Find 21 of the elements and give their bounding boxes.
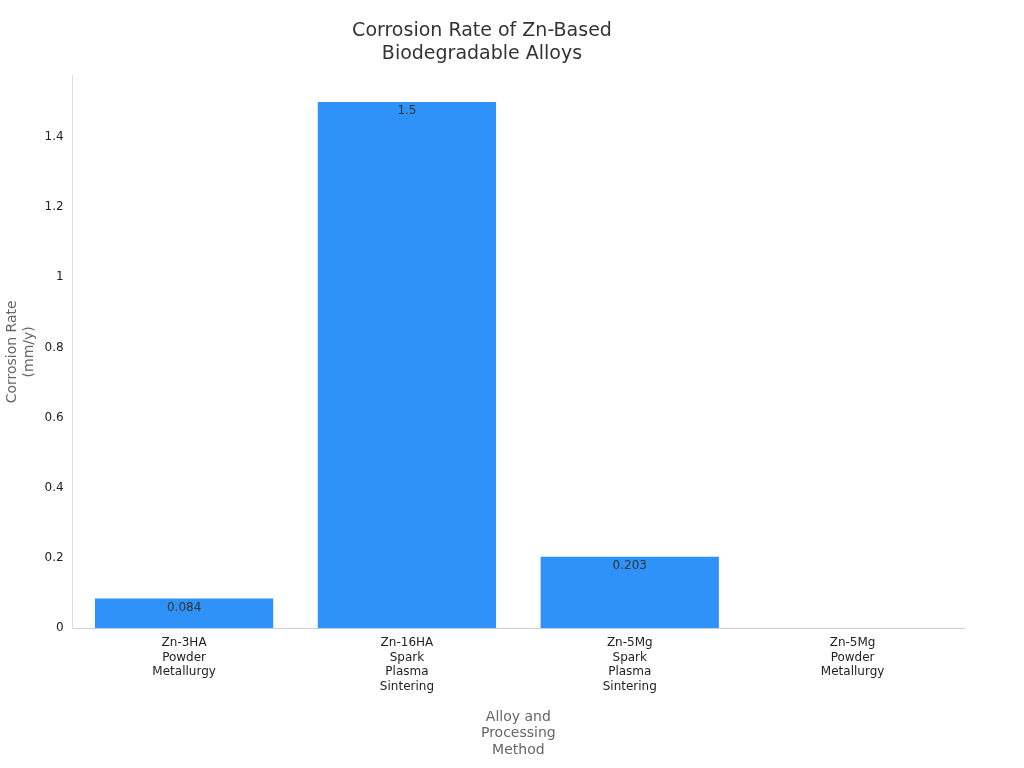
- y-axis-title: Corrosion Rate (mm/y): [3, 300, 36, 404]
- y-tick-label: 0.6: [44, 409, 64, 424]
- bar: [94, 598, 274, 628]
- y-tick-label: 0.4: [44, 479, 64, 494]
- x-tick-label: Zn-16HA Spark Plasma Sintering: [379, 635, 435, 693]
- y-tick-label: 0.8: [44, 339, 64, 354]
- data-label: 1.5: [397, 103, 417, 118]
- bar: [540, 556, 719, 628]
- chart-title: Corrosion Rate of Zn-Based Biodegradable Alloys: [352, 18, 612, 64]
- y-tick-label: 1.4: [44, 129, 64, 144]
- x-tick-label: Zn-5Mg Powder Metallurgy: [820, 635, 885, 679]
- y-tick-label: 0: [56, 620, 64, 635]
- x-axis-title: Alloy and Processing Method: [480, 707, 556, 758]
- x-tick-label: Zn-3HA Powder Metallurgy: [152, 635, 216, 679]
- x-tick-label: Zn-5Mg Spark Plasma Sintering: [602, 635, 657, 693]
- data-label: 0.084: [166, 599, 202, 614]
- data-label: 0.203: [612, 557, 647, 572]
- bar: [317, 101, 497, 628]
- y-tick-label: 0.2: [44, 549, 64, 564]
- y-tick-label: 1: [56, 269, 64, 284]
- y-tick-label: 1.2: [44, 199, 64, 214]
